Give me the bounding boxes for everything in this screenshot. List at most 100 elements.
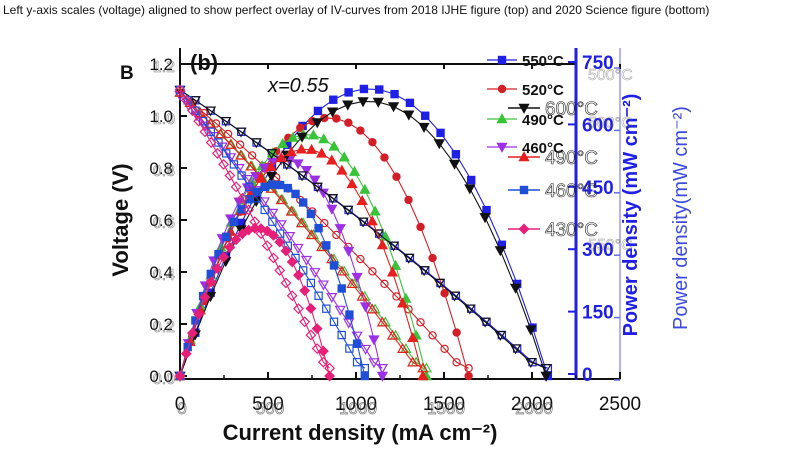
data-point [356,195,368,206]
data-point [235,149,247,160]
data-point [306,278,316,288]
tick-marks [179,61,621,381]
data-point [316,147,328,158]
data-point [211,263,223,275]
y-tick-label-ghost: 1.0 [153,111,175,128]
legend-ghost-label: 500°C [588,67,633,84]
data-point [376,316,389,327]
data-point [464,371,473,381]
legend-label: 600°C [545,99,598,120]
data-point [518,103,530,114]
data-point [250,138,262,149]
data-point [265,149,278,160]
data-point [346,277,358,289]
data-point [274,264,286,276]
data-point [329,261,339,270]
data-point [360,371,370,381]
data-point [252,187,262,197]
data-point [317,356,329,368]
data-point [359,344,372,355]
data-point [322,241,331,250]
data-point [317,280,329,291]
legend-label: 430°C [545,220,598,241]
data-point [265,172,278,183]
data-point [357,97,369,108]
data-point [421,111,430,120]
data-point [211,147,223,159]
data-point [309,175,321,186]
data-point [268,230,279,241]
data-point [305,303,317,314]
y-tick-label: 0.0 [149,367,173,386]
data-point [309,268,321,279]
data-point [299,266,308,275]
data-point [390,89,399,99]
data-point [299,198,308,207]
data-point [243,204,255,216]
data-point [467,175,476,185]
data-point [326,154,338,165]
data-point [334,224,346,235]
data-point [311,323,323,335]
data-point [199,291,211,303]
data-point [281,160,293,171]
data-point [326,194,339,205]
data-point [255,172,267,183]
data-point [193,308,205,320]
data-point [268,180,277,189]
data-point [214,128,227,139]
data-point [405,98,415,108]
data-point [187,105,198,117]
data-point [230,234,242,246]
data-point [267,208,279,219]
power-tick-label: 450 [582,178,614,199]
legend-label: 550°C [522,53,564,70]
voltage-line [179,92,469,369]
data-point [199,121,211,132]
legend-b-entry: 460°C [508,181,598,202]
data-point [397,297,409,308]
data-point [214,138,223,147]
voltage-line [179,94,383,369]
data-point [329,95,338,104]
data-point [356,254,365,264]
data-point [275,220,287,231]
data-point [261,225,273,237]
data-point [189,96,201,107]
data-point [245,182,254,192]
data-point [337,284,346,293]
data-point [345,344,354,353]
x-tick-label: 1500 [423,394,465,415]
data-point [204,117,216,128]
legend-ghost-label: 550°C [588,237,633,254]
power-tick-label: 600 [582,115,614,136]
data-point [299,316,311,328]
data-point [314,223,323,233]
data-point [368,335,380,346]
data-point [440,344,449,353]
data-point [235,140,245,149]
data-point [387,241,400,252]
data-point [357,217,369,228]
data-point [286,290,298,302]
power-line [179,148,424,377]
data-point [283,183,293,193]
data-point [416,222,425,232]
voltage-line [179,92,424,369]
data-point [497,84,507,94]
y-tick-label-ghost: 0.8 [153,163,175,180]
power-tick-label: 750 [582,53,614,74]
data-point [245,160,257,171]
data-point [218,158,230,170]
data-point [376,239,389,250]
data-point [320,218,329,228]
data-point [295,217,308,228]
data-point [280,245,292,257]
data-point [336,164,348,175]
figure-caption: Left y-axis scales (voltage) aligned to … [3,3,710,17]
y-tick-label: 0.2 [149,315,173,334]
data-point [187,327,198,339]
data-point [265,160,277,171]
data-point [452,328,461,337]
